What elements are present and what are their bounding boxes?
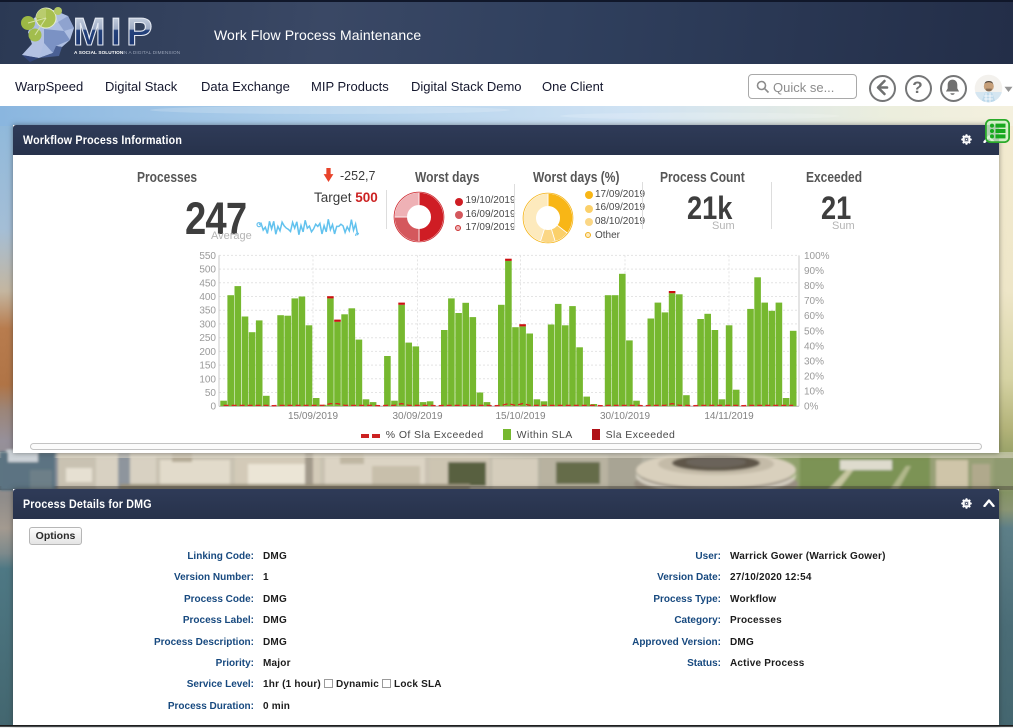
svg-text:30/10/2019: 30/10/2019 bbox=[600, 411, 650, 422]
svg-text:350: 350 bbox=[199, 306, 216, 317]
svg-text:15/10/2019: 15/10/2019 bbox=[495, 411, 545, 422]
svg-text:80%: 80% bbox=[804, 281, 824, 292]
svg-text:300: 300 bbox=[199, 319, 216, 330]
svg-text:30/09/2019: 30/09/2019 bbox=[392, 411, 442, 422]
svg-text:A SOCIAL SOLUTION: A SOCIAL SOLUTION bbox=[74, 50, 124, 55]
svg-text:20%: 20% bbox=[804, 372, 824, 383]
svg-text:450: 450 bbox=[199, 278, 216, 289]
svg-text:IN A DIGITAL DIMENSION: IN A DIGITAL DIMENSION bbox=[123, 50, 181, 55]
svg-text:40%: 40% bbox=[804, 341, 824, 352]
svg-text:0%: 0% bbox=[804, 402, 819, 413]
svg-text:14/11/2019: 14/11/2019 bbox=[704, 411, 754, 422]
svg-text:500: 500 bbox=[199, 265, 216, 276]
svg-text:MIP: MIP bbox=[73, 11, 157, 54]
svg-text:50%: 50% bbox=[804, 326, 824, 337]
svg-text:50: 50 bbox=[205, 388, 217, 399]
svg-text:100: 100 bbox=[199, 374, 216, 385]
svg-text:400: 400 bbox=[199, 292, 216, 303]
svg-text:100%: 100% bbox=[804, 251, 830, 262]
svg-text:550: 550 bbox=[199, 251, 216, 262]
svg-text:0: 0 bbox=[210, 402, 216, 413]
svg-text:70%: 70% bbox=[804, 296, 824, 307]
svg-text:10%: 10% bbox=[804, 387, 824, 398]
svg-text:250: 250 bbox=[199, 333, 216, 344]
svg-text:15/09/2019: 15/09/2019 bbox=[288, 411, 338, 422]
svg-text:150: 150 bbox=[199, 361, 216, 372]
svg-text:90%: 90% bbox=[804, 266, 824, 277]
svg-text:30%: 30% bbox=[804, 357, 824, 368]
svg-text:200: 200 bbox=[199, 347, 216, 358]
svg-text:60%: 60% bbox=[804, 311, 824, 322]
